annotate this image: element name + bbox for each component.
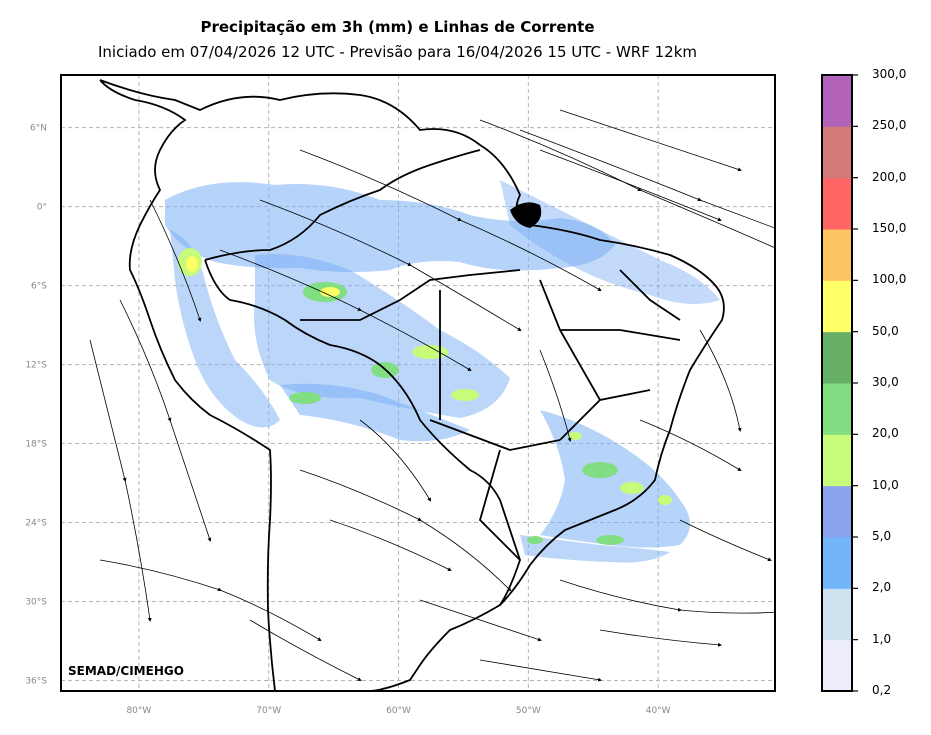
colorbar-label: 200,0 xyxy=(872,169,907,184)
lat-tick-label: 30°S xyxy=(25,597,47,607)
lat-tick-label: 36°S xyxy=(25,676,47,686)
streamline xyxy=(559,109,742,172)
lat-tick-label: 6°N xyxy=(30,124,47,134)
precip-core xyxy=(582,462,618,478)
credit-label: SEMAD/CIMEHGO xyxy=(68,664,184,678)
colorbar-label: 1,0 xyxy=(872,631,892,646)
colorbar-label: 20,0 xyxy=(872,426,899,441)
colorbar-segment xyxy=(822,229,852,281)
precip-core xyxy=(620,482,644,494)
streamline xyxy=(219,249,472,372)
marajo-island xyxy=(510,202,542,228)
streamline xyxy=(479,119,775,252)
colorbar-segment xyxy=(822,126,852,179)
precip-core xyxy=(568,432,582,440)
map-title: Precipitação em 3h (mm) e Linhas de Corr… xyxy=(200,18,595,36)
map-subtitle: Iniciado em 07/04/2026 12 UTC - Previsão… xyxy=(97,43,698,61)
colorbar-segment xyxy=(822,331,852,384)
lat-tick-label: 24°S xyxy=(25,519,47,529)
colorbar-segment xyxy=(822,485,852,538)
precip-area-west xyxy=(170,230,280,428)
streamline xyxy=(89,339,152,622)
streamline xyxy=(99,559,322,642)
streamlines xyxy=(89,109,775,682)
lon-tick-label: 70°W xyxy=(256,706,281,716)
south-america-coastline xyxy=(99,79,725,691)
longitude-labels: 80°W 70°W 60°W 50°W 40°W xyxy=(126,706,670,716)
colorbar-label: 50,0 xyxy=(872,323,899,338)
colorbar-segment xyxy=(822,75,852,127)
colorbar-segment xyxy=(822,280,852,333)
precip-area-southeast xyxy=(540,410,690,548)
precip-core xyxy=(320,287,340,297)
lat-tick-label: 12°S xyxy=(25,361,47,371)
lon-tick-label: 40°W xyxy=(646,706,671,716)
streamline xyxy=(559,579,775,615)
streamline xyxy=(419,599,542,642)
precip-core xyxy=(527,536,543,544)
internal-borders xyxy=(300,269,681,561)
streamline xyxy=(299,149,602,291)
lon-tick-label: 80°W xyxy=(126,706,151,716)
precip-core xyxy=(289,392,321,404)
country-borders xyxy=(99,79,725,691)
precip-core xyxy=(186,256,198,272)
streamline xyxy=(299,469,512,592)
precip-area-south xyxy=(520,535,670,563)
streamline xyxy=(479,659,602,682)
precip-core xyxy=(451,389,479,401)
colorbar-segment xyxy=(822,383,852,435)
colorbar-segment xyxy=(822,537,852,589)
colorbar-segment xyxy=(822,177,852,230)
lon-tick-label: 50°W xyxy=(516,706,541,716)
colorbar-label: 100,0 xyxy=(872,272,907,287)
streamline xyxy=(699,329,742,432)
precip-core xyxy=(658,495,672,505)
colorbar-label: 300,0 xyxy=(872,67,907,81)
colorbar-label: 0,2 xyxy=(872,683,892,697)
lat-tick-label: 6°S xyxy=(31,282,47,292)
streamline xyxy=(599,629,722,647)
lon-tick-label: 60°W xyxy=(386,706,411,716)
colorbar-segment xyxy=(822,588,852,641)
precip-area-bolivia xyxy=(280,383,470,442)
brazil-border xyxy=(204,149,521,606)
streamline xyxy=(359,419,432,502)
map-frame xyxy=(60,74,776,692)
streamline xyxy=(249,619,362,681)
streamline xyxy=(329,519,452,571)
colorbar-label: 150,0 xyxy=(872,221,907,235)
colorbar-label: 10,0 xyxy=(872,477,899,492)
streamline xyxy=(119,299,212,542)
colorbar-frame xyxy=(821,74,853,692)
lat-tick-label: 0° xyxy=(37,203,47,213)
colorbar-label: 5,0 xyxy=(872,529,892,543)
streamline xyxy=(259,199,522,332)
colorbar-segment xyxy=(822,434,852,487)
latitude-labels: 6°N 0° 6°S 12°S 18°S 24°S 30°S 36°S xyxy=(25,124,47,687)
streamline xyxy=(639,419,742,472)
precipitation-field xyxy=(165,180,720,563)
colorbar-label: 250,0 xyxy=(872,118,907,133)
colorbar-label: 30,0 xyxy=(872,375,899,389)
lat-tick-label: 18°S xyxy=(25,440,47,450)
streamline xyxy=(149,199,202,322)
colorbar xyxy=(822,74,858,692)
colorbar-label: 2,0 xyxy=(872,580,892,595)
precip-core xyxy=(596,535,624,545)
streamline xyxy=(679,519,772,562)
colorbar-segment xyxy=(822,639,852,692)
